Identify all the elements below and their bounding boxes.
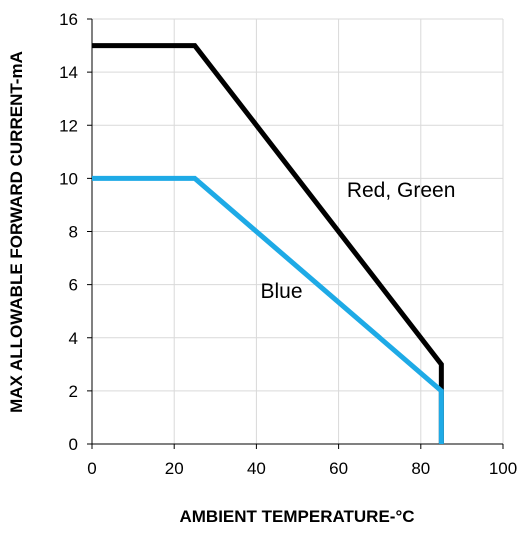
y-tick-label: 10 bbox=[59, 169, 78, 188]
y-tick-label: 6 bbox=[69, 276, 78, 295]
y-tick-label: 16 bbox=[59, 10, 78, 29]
series-line-blue bbox=[92, 175, 444, 444]
axes bbox=[87, 18, 504, 449]
x-axis-title: AMBIENT TEMPERATURE-°C bbox=[179, 507, 414, 526]
y-tick-label: 4 bbox=[69, 329, 78, 348]
series-line-red-green bbox=[92, 43, 444, 444]
x-tick-label: 40 bbox=[247, 459, 266, 478]
tick-labels: 0 20 40 60 80 100 0 2 4 6 8 10 12 14 16 bbox=[59, 10, 517, 478]
grid-lines bbox=[92, 18, 504, 444]
x-tick-label: 20 bbox=[165, 459, 184, 478]
y-axis-title: MAX ALLOWABLE FORWARD CURRENT-mA bbox=[7, 51, 26, 413]
x-tick-label: 0 bbox=[87, 459, 96, 478]
annotation-red-green: Red, Green bbox=[347, 179, 456, 202]
y-tick-label: 8 bbox=[69, 223, 78, 242]
y-tick-label: 2 bbox=[69, 382, 78, 401]
x-tick-label: 60 bbox=[329, 459, 348, 478]
y-tick-label: 12 bbox=[59, 116, 78, 135]
y-tick-label: 14 bbox=[59, 63, 78, 82]
series-annotations: Red, Green Blue bbox=[261, 179, 456, 303]
series-lines bbox=[92, 43, 444, 444]
x-tick-label: 100 bbox=[489, 459, 517, 478]
y-tick-label: 0 bbox=[69, 435, 78, 454]
annotation-blue: Blue bbox=[261, 280, 303, 303]
x-tick-label: 80 bbox=[411, 459, 430, 478]
